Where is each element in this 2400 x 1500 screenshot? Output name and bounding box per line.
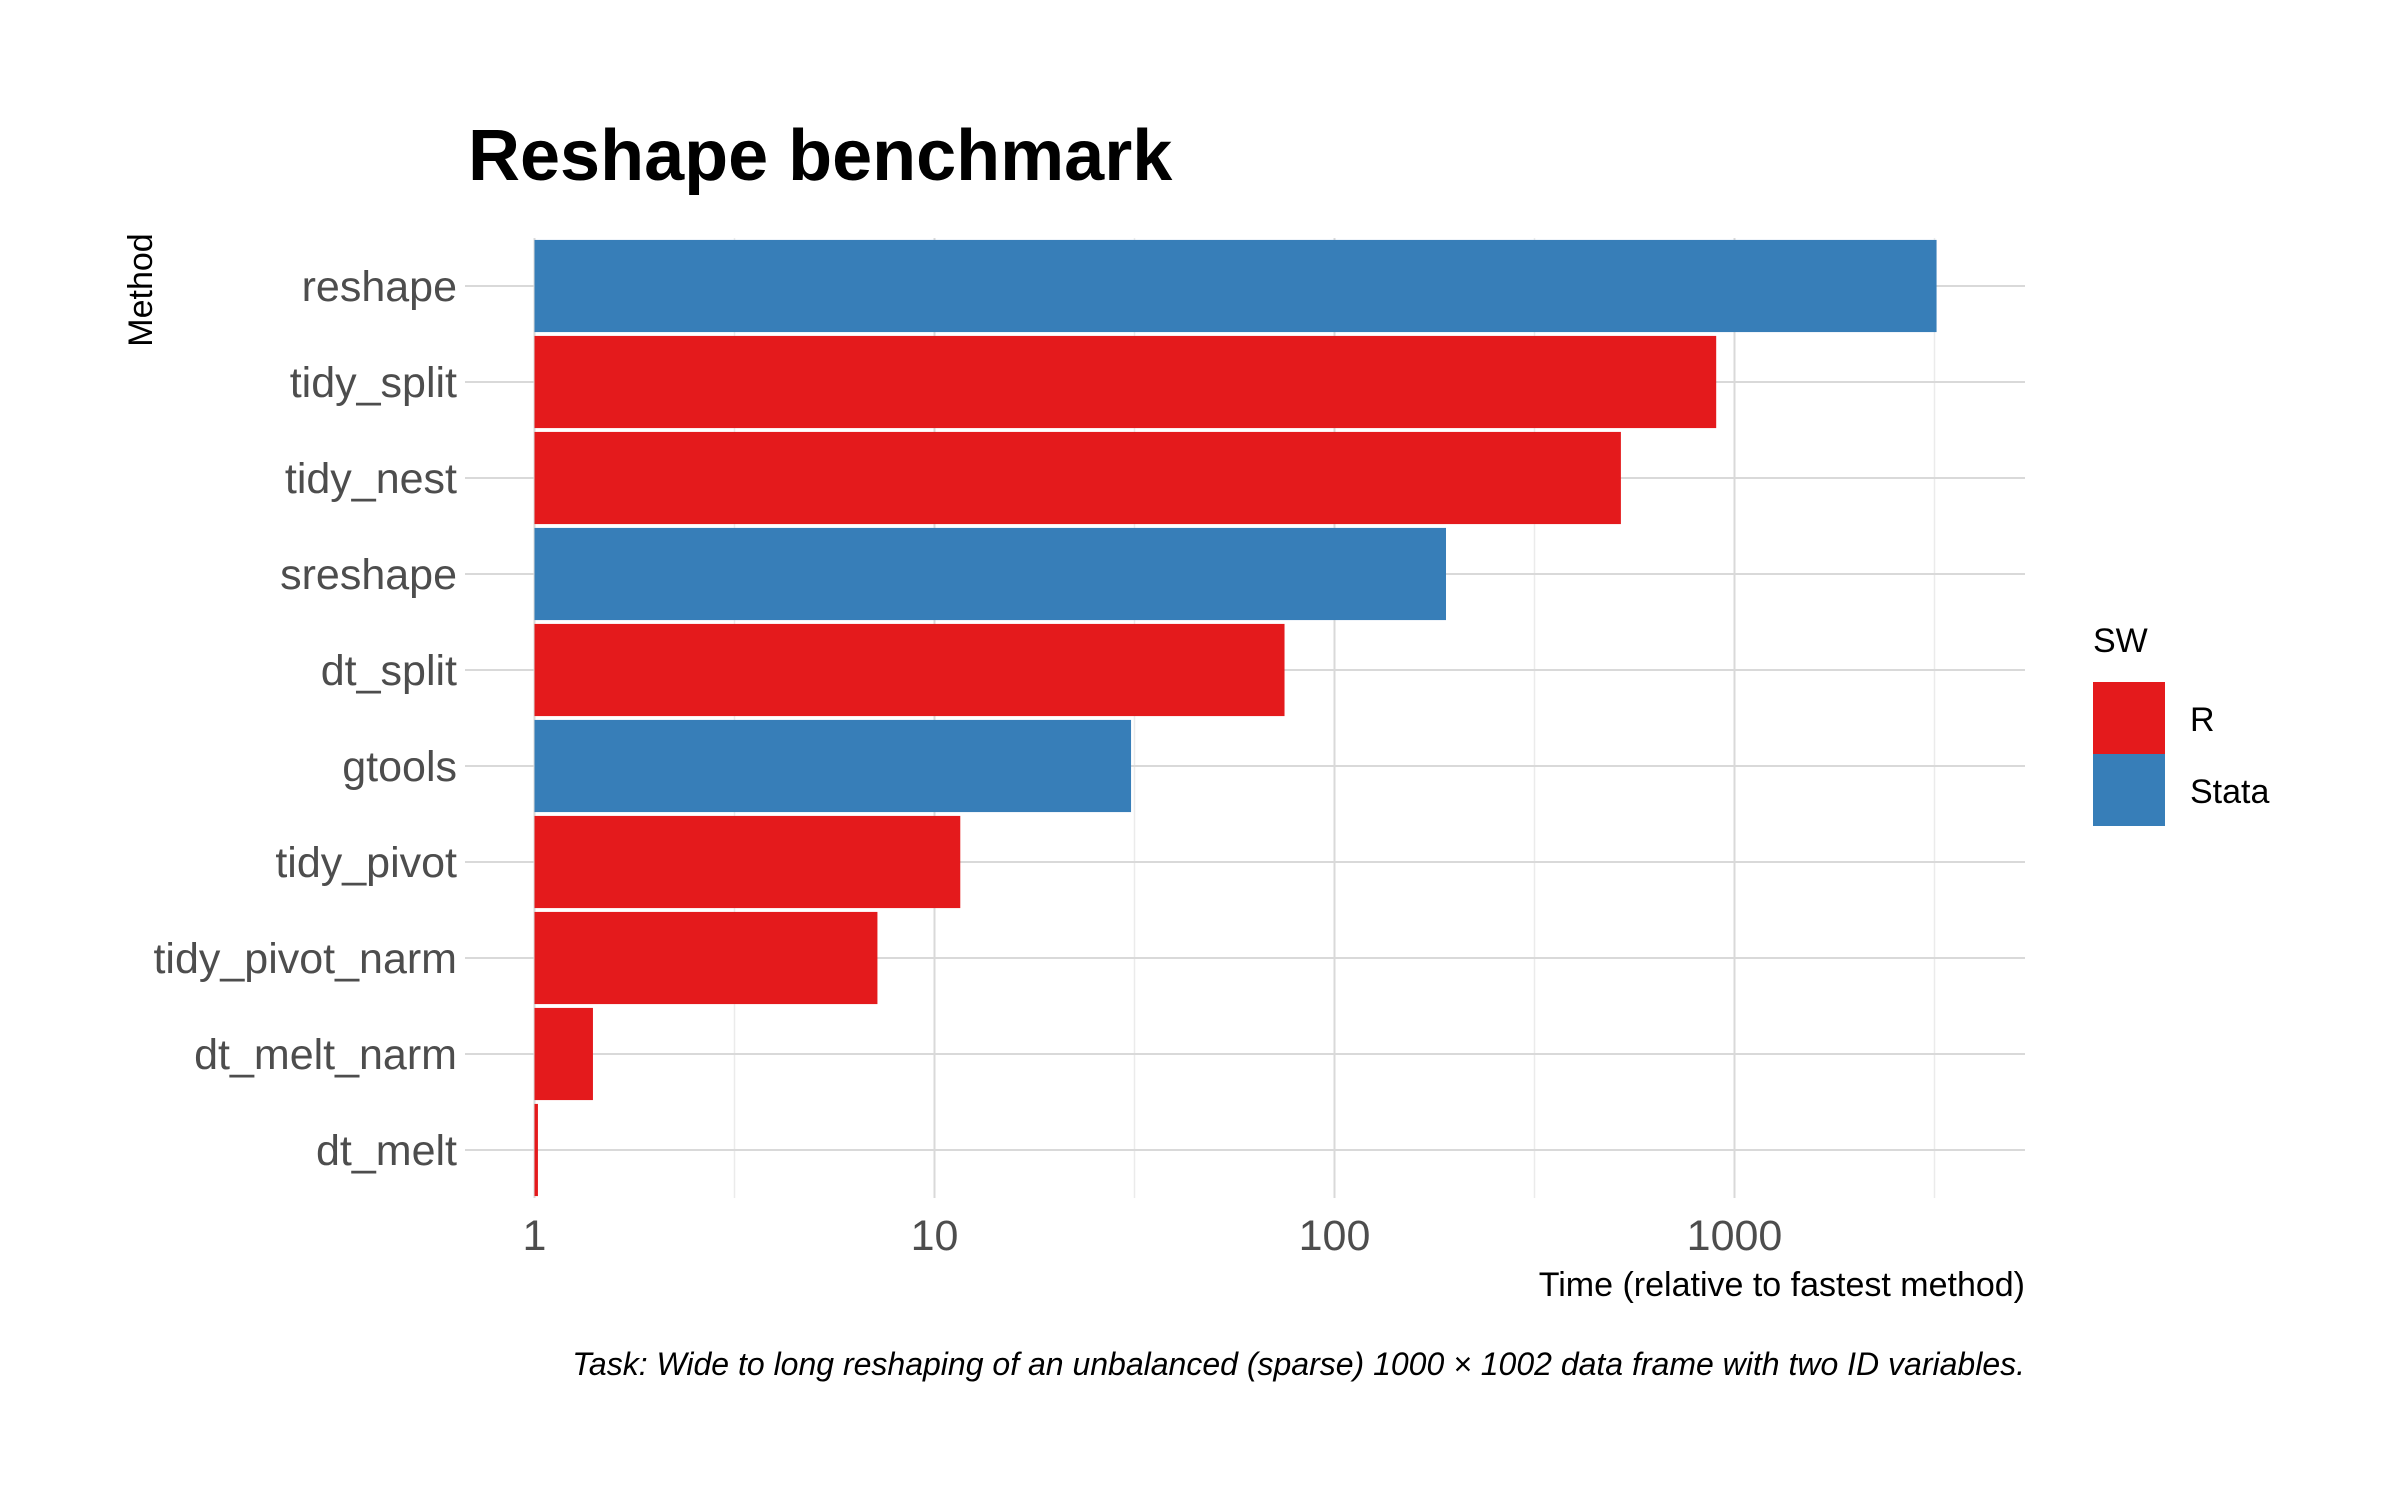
legend-title: SW bbox=[2093, 622, 2148, 660]
x-tick-label-3: 1000 bbox=[1687, 1212, 1783, 1260]
x-tick-label-2: 100 bbox=[1299, 1212, 1371, 1260]
legend: SW R Stata bbox=[2093, 622, 2269, 826]
category-label-dt-melt-narm: dt_melt_narm bbox=[194, 1031, 457, 1079]
caption: Task: Wide to long reshaping of an unbal… bbox=[572, 1346, 2025, 1382]
category-label-tidy-nest: tidy_nest bbox=[285, 455, 457, 503]
chart-title: Reshape benchmark bbox=[468, 116, 1173, 196]
bar-sreshape bbox=[534, 527, 1447, 621]
bar-tidy-split bbox=[534, 335, 1717, 429]
category-label-reshape: reshape bbox=[302, 263, 457, 311]
legend-swatch-r bbox=[2093, 682, 2165, 754]
category-label-dt-split: dt_split bbox=[321, 647, 457, 695]
category-label-tidy-pivot-narm: tidy_pivot_narm bbox=[153, 935, 457, 983]
bar-dt-melt-narm bbox=[534, 1007, 593, 1101]
bars bbox=[534, 239, 1937, 1197]
category-label-gtools: gtools bbox=[342, 743, 457, 791]
category-labels: reshape tidy_split tidy_nest sreshape dt_spl… bbox=[153, 263, 457, 1175]
legend-label-stata: Stata bbox=[2190, 773, 2269, 811]
bar-dt-split bbox=[534, 623, 1285, 717]
category-label-sreshape: sreshape bbox=[280, 551, 457, 599]
bar-tidy-pivot bbox=[534, 815, 961, 909]
legend-swatch-stata bbox=[2093, 754, 2165, 826]
category-label-dt-melt: dt_melt bbox=[316, 1127, 457, 1175]
bar-reshape bbox=[534, 239, 1937, 333]
x-tick-label-0: 1 bbox=[523, 1212, 547, 1260]
category-label-tidy-split: tidy_split bbox=[290, 359, 457, 407]
x-tick-label-1: 10 bbox=[911, 1212, 959, 1260]
x-axis-title: Time (relative to fastest method) bbox=[1539, 1266, 2025, 1304]
y-axis-title: Method bbox=[122, 233, 160, 346]
category-label-tidy-pivot: tidy_pivot bbox=[275, 839, 457, 887]
legend-label-r: R bbox=[2190, 701, 2215, 739]
bar-dt-melt bbox=[534, 1103, 538, 1197]
x-axis-ticks: 1 10 100 1000 bbox=[523, 1212, 1783, 1260]
bar-tidy-nest bbox=[534, 431, 1621, 525]
bar-tidy-pivot-narm bbox=[534, 911, 878, 1005]
bar-gtools bbox=[534, 719, 1132, 813]
